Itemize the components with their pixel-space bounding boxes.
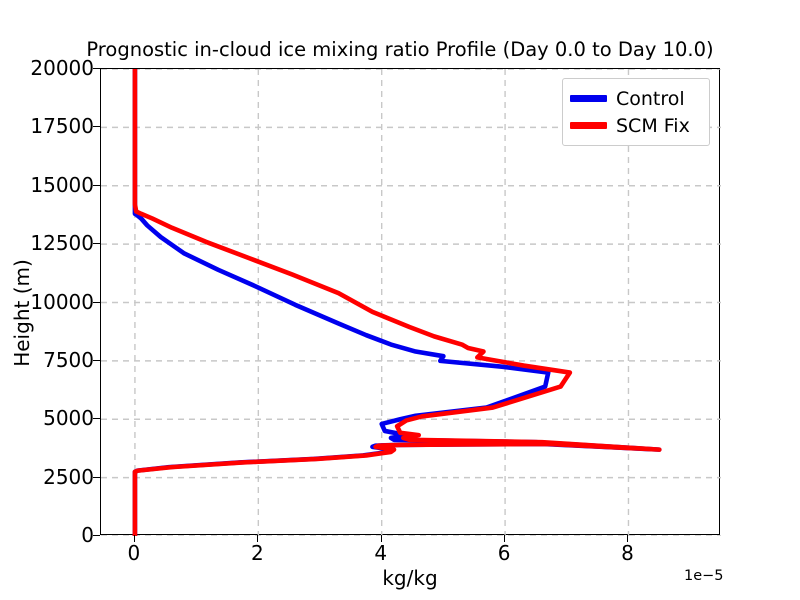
legend-color-swatch [570, 95, 607, 102]
x-tick-label: 2 [250, 541, 264, 565]
x-tick-mark [257, 535, 259, 542]
legend-box: Control SCM Fix [562, 78, 710, 146]
legend-item-label: SCM Fix [616, 114, 690, 137]
y-tick-label: 15000 [30, 172, 94, 197]
legend-item: Control [570, 85, 702, 112]
y-tick-label: 2500 [43, 464, 94, 489]
y-tick-mark [93, 68, 100, 69]
chart-title: Prognostic in-cloud ice mixing ratio Pro… [86, 38, 714, 61]
y-tick-label: 5000 [43, 406, 94, 431]
y-tick-label: 17500 [30, 114, 94, 139]
x-tick-label: 8 [621, 541, 634, 565]
x-tick-mark [627, 535, 629, 542]
x-tick-label: 6 [497, 541, 511, 565]
y-tick-mark [93, 476, 100, 478]
legend-color-swatch [570, 122, 607, 129]
y-tick-mark [93, 126, 100, 128]
x-tick-mark [380, 535, 382, 542]
y-tick-mark [93, 535, 100, 536]
y-tick-mark [93, 301, 100, 303]
y-tick-label: 7500 [43, 347, 94, 372]
y-tick-label: 20000 [30, 56, 94, 80]
y-tick-mark [93, 184, 100, 186]
x-axis-offset-text: 1e−5 [684, 568, 724, 584]
y-tick-label: 0 [81, 523, 94, 547]
y-tick-mark [93, 243, 100, 245]
x-axis-label: kg/kg [382, 566, 438, 590]
series-line-scm-fix [132, 69, 662, 536]
y-tick-mark [93, 359, 100, 361]
series-lines [132, 69, 662, 536]
plot-svg [101, 69, 721, 536]
x-tick-mark [504, 535, 506, 542]
plot-area [100, 68, 721, 536]
y-tick-label: 12500 [30, 231, 94, 256]
y-tick-label: 10000 [30, 289, 94, 314]
legend-item: SCM Fix [570, 112, 702, 139]
y-tick-mark [93, 418, 100, 420]
legend-item-label: Control [616, 87, 685, 110]
x-tick-label: 0 [127, 541, 141, 565]
y-axis-label: Height (m) [10, 259, 34, 367]
gridlines [101, 69, 721, 536]
x-tick-label: 4 [374, 541, 388, 565]
x-tick-mark [133, 535, 135, 542]
